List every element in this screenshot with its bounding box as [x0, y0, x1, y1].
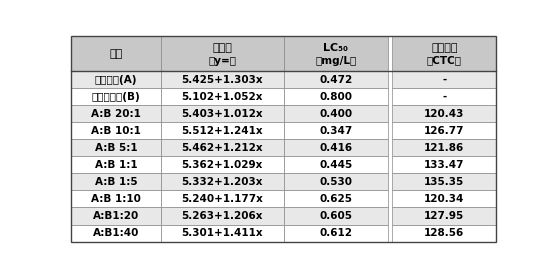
- Bar: [71, 190, 161, 207]
- Bar: [71, 156, 161, 174]
- Bar: [161, 139, 284, 156]
- Text: 5.301+1.411x: 5.301+1.411x: [182, 228, 263, 238]
- Text: 127.95: 127.95: [424, 211, 464, 221]
- Text: 128.56: 128.56: [424, 228, 464, 238]
- Text: A:B 1:1: A:B 1:1: [95, 160, 137, 170]
- Text: 5.462+1.212x: 5.462+1.212x: [182, 143, 263, 153]
- Text: 120.34: 120.34: [424, 194, 465, 204]
- Text: 0.445: 0.445: [319, 160, 352, 170]
- Text: （y=）: （y=）: [208, 56, 237, 66]
- Bar: [284, 122, 388, 139]
- Text: 5.425+1.303x: 5.425+1.303x: [182, 75, 263, 85]
- Bar: [392, 105, 496, 122]
- Text: 135.35: 135.35: [424, 177, 464, 187]
- Bar: [392, 139, 496, 156]
- Text: 5.240+1.177x: 5.240+1.177x: [181, 194, 263, 204]
- Text: 5.512+1.241x: 5.512+1.241x: [182, 126, 263, 136]
- Bar: [284, 139, 388, 156]
- Text: 121.86: 121.86: [424, 143, 464, 153]
- Text: -: -: [442, 92, 447, 102]
- Bar: [71, 36, 161, 71]
- Bar: [392, 122, 496, 139]
- Bar: [161, 71, 284, 88]
- Bar: [392, 174, 496, 190]
- Bar: [284, 224, 388, 241]
- Bar: [284, 88, 388, 105]
- Text: A:B 10:1: A:B 10:1: [91, 126, 141, 136]
- Bar: [161, 122, 284, 139]
- Bar: [284, 105, 388, 122]
- Text: 133.47: 133.47: [424, 160, 465, 170]
- Text: A:B 1:5: A:B 1:5: [95, 177, 137, 187]
- Bar: [284, 190, 388, 207]
- Text: 回归式: 回归式: [212, 43, 232, 53]
- Bar: [284, 207, 388, 224]
- Text: 0.605: 0.605: [320, 211, 352, 221]
- Bar: [71, 71, 161, 88]
- Text: A:B 1:10: A:B 1:10: [91, 194, 141, 204]
- Bar: [161, 207, 284, 224]
- Bar: [161, 105, 284, 122]
- Bar: [392, 224, 496, 241]
- Text: LC₅₀: LC₅₀: [324, 43, 348, 53]
- Bar: [392, 88, 496, 105]
- Text: 120.43: 120.43: [424, 109, 465, 119]
- Text: 共毒系数: 共毒系数: [431, 43, 458, 53]
- Bar: [161, 36, 284, 71]
- Bar: [71, 174, 161, 190]
- Bar: [392, 207, 496, 224]
- Bar: [284, 71, 388, 88]
- Text: A:B 20:1: A:B 20:1: [91, 109, 141, 119]
- Text: A:B1:20: A:B1:20: [93, 211, 139, 221]
- Text: （mg/L）: （mg/L）: [315, 56, 357, 66]
- Text: 0.530: 0.530: [320, 177, 352, 187]
- Bar: [71, 139, 161, 156]
- Bar: [284, 174, 388, 190]
- Bar: [71, 207, 161, 224]
- Text: 0.472: 0.472: [319, 75, 352, 85]
- Text: （CTC）: （CTC）: [427, 56, 462, 66]
- Bar: [392, 36, 496, 71]
- Text: 5.263+1.206x: 5.263+1.206x: [182, 211, 263, 221]
- Bar: [161, 174, 284, 190]
- Bar: [71, 122, 161, 139]
- Bar: [71, 224, 161, 241]
- Bar: [392, 156, 496, 174]
- Text: 5.403+1.012x: 5.403+1.012x: [182, 109, 263, 119]
- Bar: [161, 88, 284, 105]
- Text: 126.77: 126.77: [424, 126, 465, 136]
- Text: 5.102+1.052x: 5.102+1.052x: [182, 92, 263, 102]
- Bar: [161, 224, 284, 241]
- Text: 0.800: 0.800: [320, 92, 352, 102]
- Bar: [71, 88, 161, 105]
- Text: 0.612: 0.612: [320, 228, 352, 238]
- Bar: [392, 190, 496, 207]
- Text: A:B1:40: A:B1:40: [93, 228, 139, 238]
- Text: 0.416: 0.416: [320, 143, 352, 153]
- Text: A:B 5:1: A:B 5:1: [95, 143, 137, 153]
- Text: 螺甲螨酵(A): 螺甲螨酵(A): [95, 75, 137, 85]
- Text: 0.625: 0.625: [320, 194, 352, 204]
- Text: 5.362+1.029x: 5.362+1.029x: [182, 160, 263, 170]
- Text: 丙硫克百威(B): 丙硫克百威(B): [91, 92, 140, 102]
- Text: -: -: [442, 75, 447, 85]
- Text: 5.332+1.203x: 5.332+1.203x: [182, 177, 263, 187]
- Text: 0.347: 0.347: [319, 126, 352, 136]
- Bar: [392, 71, 496, 88]
- Bar: [161, 190, 284, 207]
- Bar: [161, 156, 284, 174]
- Bar: [284, 156, 388, 174]
- Bar: [284, 36, 388, 71]
- Text: 药剂: 药剂: [109, 49, 122, 59]
- Bar: [71, 105, 161, 122]
- Text: 0.400: 0.400: [320, 109, 352, 119]
